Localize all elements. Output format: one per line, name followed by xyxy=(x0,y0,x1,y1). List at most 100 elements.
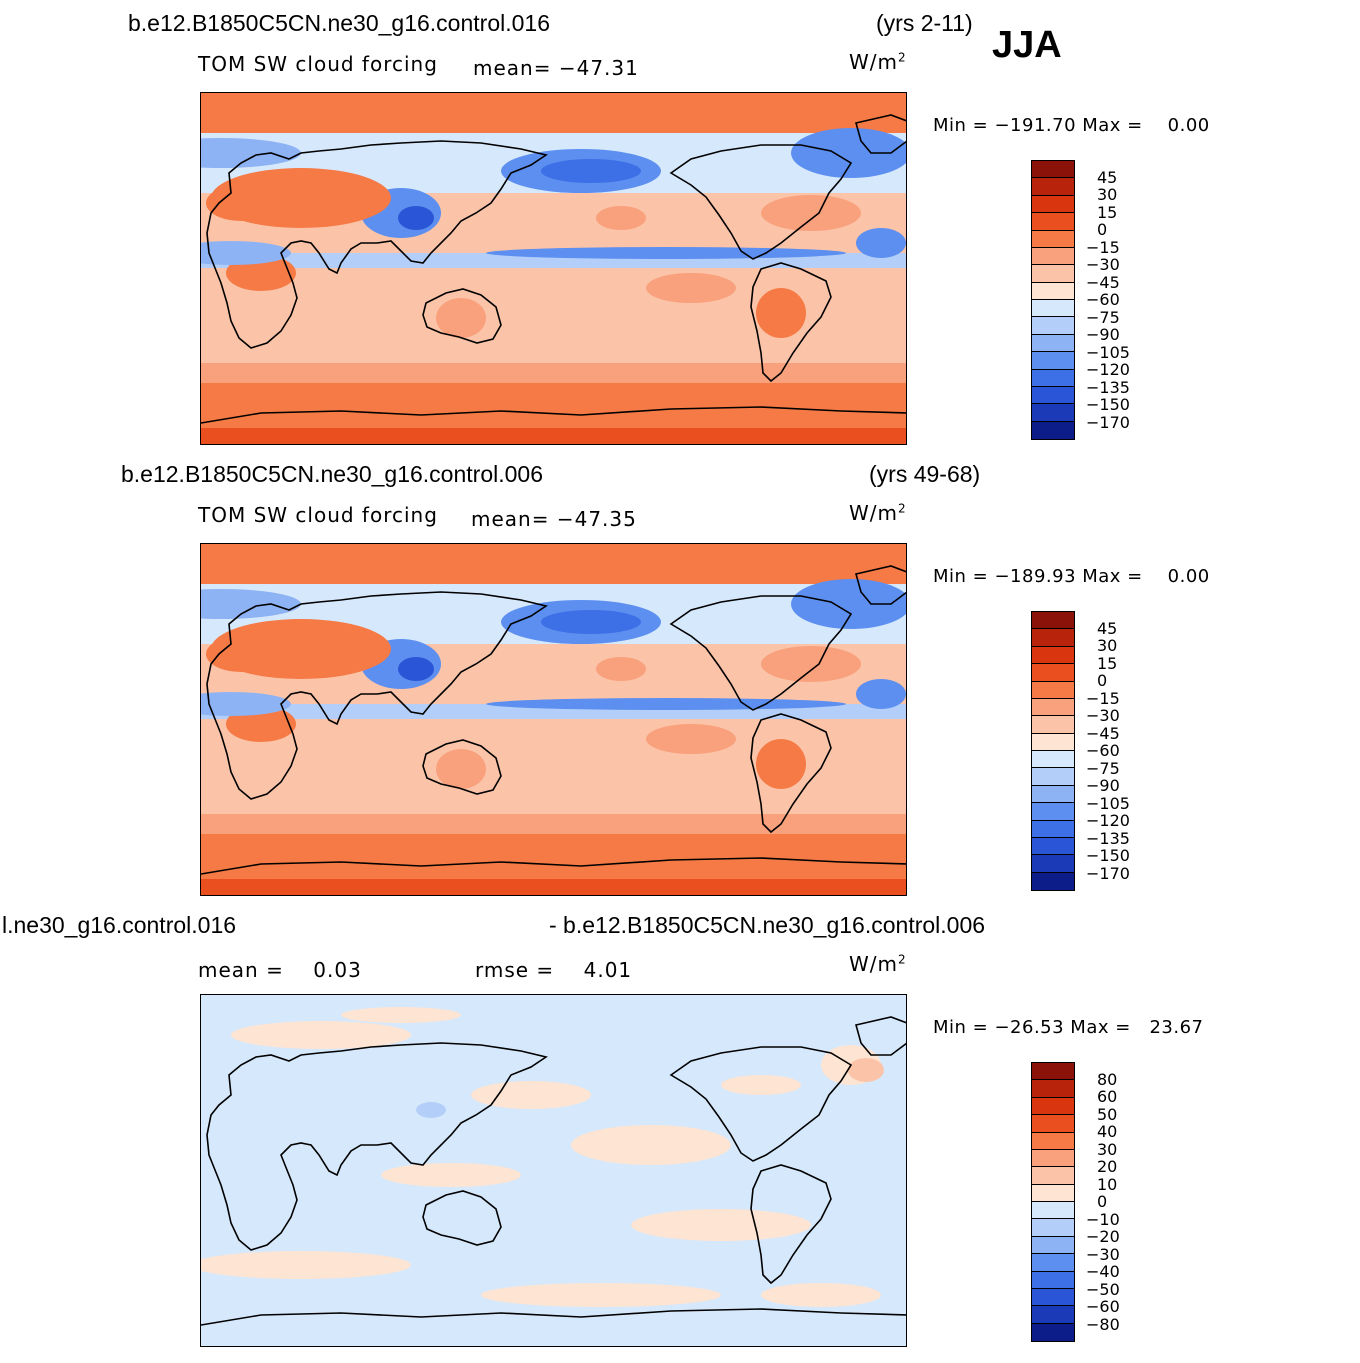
season-label: JJA xyxy=(992,24,1062,66)
colorbar-label: −75 xyxy=(1086,758,1120,778)
colorbar-swatch xyxy=(1032,820,1074,838)
colorbar-swatch xyxy=(1032,352,1074,370)
colorbar-swatch xyxy=(1032,1097,1074,1116)
colorbar-swatch xyxy=(1032,1323,1074,1341)
colorbar-swatch xyxy=(1032,646,1074,665)
colorbar-label: −90 xyxy=(1086,325,1120,344)
colorbar-swatch xyxy=(1032,282,1074,300)
colorbar-swatch xyxy=(1032,803,1074,821)
panel-1-units-sup: 2 xyxy=(898,50,907,65)
panel-2-minmax: Min = −189.93 Max = 0.00 xyxy=(933,566,1210,587)
colorbar-swatch xyxy=(1032,1219,1074,1237)
colorbar-label: −60 xyxy=(1086,1297,1120,1316)
colorbar-swatch xyxy=(1032,300,1074,318)
colorbar-label: 80 xyxy=(1097,1069,1118,1089)
colorbar-swatch xyxy=(1032,421,1074,439)
colorbar-swatch xyxy=(1032,369,1074,387)
colorbar-swatch xyxy=(1032,195,1074,214)
panel-3-rmse: rmse = 4.01 xyxy=(475,958,633,982)
colorbar-label: −60 xyxy=(1086,741,1120,760)
colorbar-swatch xyxy=(1032,1254,1074,1272)
colorbar-swatch xyxy=(1032,1306,1074,1324)
colorbar-swatch xyxy=(1032,837,1074,856)
colorbar-label: 45 xyxy=(1097,167,1118,187)
panel-1-colorbar xyxy=(1031,160,1075,440)
colorbar-swatch xyxy=(1032,855,1074,873)
panel-2-variable: TOM SW cloud forcing xyxy=(198,503,438,527)
panel-2-years: (yrs 49-68) xyxy=(869,461,981,487)
colorbar-label: −120 xyxy=(1086,811,1130,830)
panel-3-colorbar xyxy=(1031,1062,1075,1342)
colorbar-swatch xyxy=(1032,751,1074,769)
colorbar-swatch xyxy=(1032,716,1074,734)
colorbar-swatch xyxy=(1032,612,1074,630)
colorbar-label: 50 xyxy=(1097,1104,1118,1124)
panel-2-units-text: W/m xyxy=(849,501,898,525)
colorbar-label: −30 xyxy=(1086,1244,1120,1264)
panel-2-mean: mean= −47.35 xyxy=(471,507,637,531)
panel-1-years: (yrs 2-11) xyxy=(876,10,973,36)
colorbar-swatch xyxy=(1032,1063,1074,1081)
panel-1-minmax: Min = −191.70 Max = 0.00 xyxy=(933,115,1210,136)
colorbar-swatch xyxy=(1032,1167,1074,1185)
panel-1-map xyxy=(200,92,907,445)
panel-1-variable: TOM SW cloud forcing xyxy=(198,52,438,76)
panel-2-case: b.e12.B1850C5CN.ne30_g16.control.006 xyxy=(121,461,543,487)
panel-2-map xyxy=(200,543,907,896)
colorbar-swatch xyxy=(1032,161,1074,179)
colorbar-label: 0 xyxy=(1097,671,1108,690)
colorbar-label: −80 xyxy=(1086,1314,1120,1334)
colorbar-swatch xyxy=(1032,629,1074,647)
colorbar-swatch xyxy=(1032,317,1074,335)
panel-1-mean: mean= −47.31 xyxy=(473,56,639,80)
colorbar-swatch xyxy=(1032,1115,1074,1133)
colorbar-label: 30 xyxy=(1097,1139,1118,1159)
colorbar-label: −60 xyxy=(1086,290,1120,309)
colorbar-swatch xyxy=(1032,178,1074,196)
panel-2-units: W/m2 xyxy=(849,501,907,525)
colorbar-label: −135 xyxy=(1086,828,1130,848)
colorbar-swatch xyxy=(1032,698,1074,717)
colorbar-swatch xyxy=(1032,1132,1074,1150)
colorbar-label: 45 xyxy=(1097,618,1118,638)
colorbar-swatch xyxy=(1032,230,1074,248)
colorbar-swatch xyxy=(1032,681,1074,699)
colorbar-label: −20 xyxy=(1086,1227,1120,1246)
colorbar-label: −150 xyxy=(1086,846,1130,865)
colorbar-swatch xyxy=(1032,785,1074,804)
colorbar-label: −40 xyxy=(1086,1262,1120,1281)
colorbar-swatch xyxy=(1032,733,1074,751)
panel-3-units-text: W/m xyxy=(849,952,898,976)
colorbar-label: −90 xyxy=(1086,776,1120,795)
colorbar-swatch xyxy=(1032,1202,1074,1220)
colorbar-label: 15 xyxy=(1097,653,1118,673)
colorbar-swatch xyxy=(1032,213,1074,231)
colorbar-label: −15 xyxy=(1086,688,1120,708)
colorbar-label: −120 xyxy=(1086,360,1130,379)
colorbar-label: −105 xyxy=(1086,342,1130,362)
colorbar-label: 0 xyxy=(1097,1192,1108,1211)
colorbar-swatch xyxy=(1032,404,1074,422)
colorbar-label: 0 xyxy=(1097,220,1108,239)
panel-3-case: l.ne30_g16.control.016 xyxy=(2,912,237,938)
colorbar-swatch xyxy=(1032,247,1074,266)
colorbar-label: −45 xyxy=(1086,272,1120,292)
colorbar-label: 30 xyxy=(1097,636,1118,655)
colorbar-label: 20 xyxy=(1097,1157,1118,1176)
panel-3-minmax: Min = −26.53 Max = 23.67 xyxy=(933,1017,1204,1038)
colorbar-label: 30 xyxy=(1097,185,1118,204)
colorbar-label: −30 xyxy=(1086,706,1120,725)
colorbar-label: 15 xyxy=(1097,202,1118,222)
colorbar-label: −75 xyxy=(1086,307,1120,327)
colorbar-swatch xyxy=(1032,1149,1074,1168)
colorbar-swatch xyxy=(1032,334,1074,353)
colorbar-swatch xyxy=(1032,1184,1074,1202)
colorbar-label: −135 xyxy=(1086,377,1130,397)
colorbar-swatch xyxy=(1032,265,1074,283)
colorbar-label: 60 xyxy=(1097,1087,1118,1106)
panel-2-colorbar xyxy=(1031,611,1075,891)
colorbar-label: −170 xyxy=(1086,863,1130,883)
panel-1-units: W/m2 xyxy=(849,50,907,74)
panel-3-map xyxy=(200,994,907,1347)
colorbar-label: −30 xyxy=(1086,255,1120,274)
